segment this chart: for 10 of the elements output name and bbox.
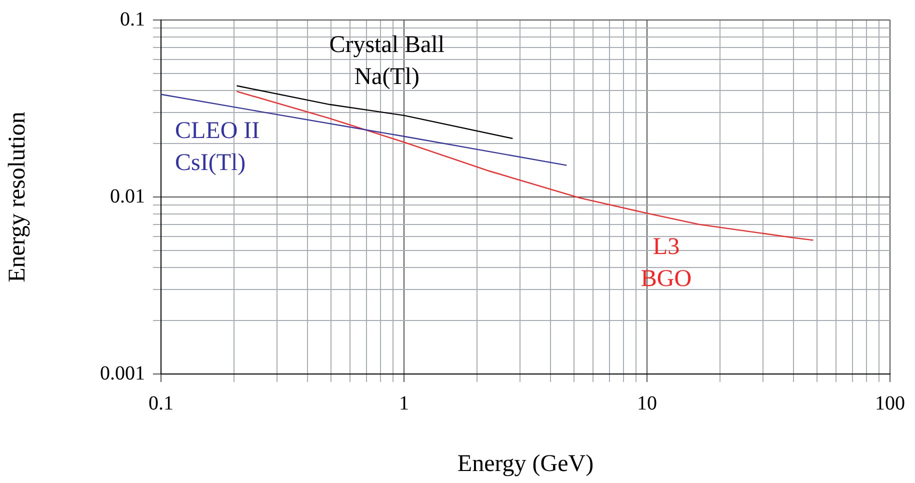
- series-label: CLEO II CsI(Tl): [175, 118, 260, 176]
- x-tick-label: 100: [875, 392, 905, 414]
- x-tick-label: 0.1: [148, 392, 174, 414]
- y-tick-label: 0.001: [100, 362, 145, 384]
- x-axis-title: Energy (GeV): [457, 450, 594, 477]
- x-tick-label: 1: [399, 392, 409, 414]
- y-tick-label: 0.1: [120, 8, 145, 30]
- y-tick-label: 0.01: [110, 185, 145, 208]
- y-axis-title: Energy resolution: [4, 112, 31, 282]
- x-tick-label: 10: [637, 392, 657, 414]
